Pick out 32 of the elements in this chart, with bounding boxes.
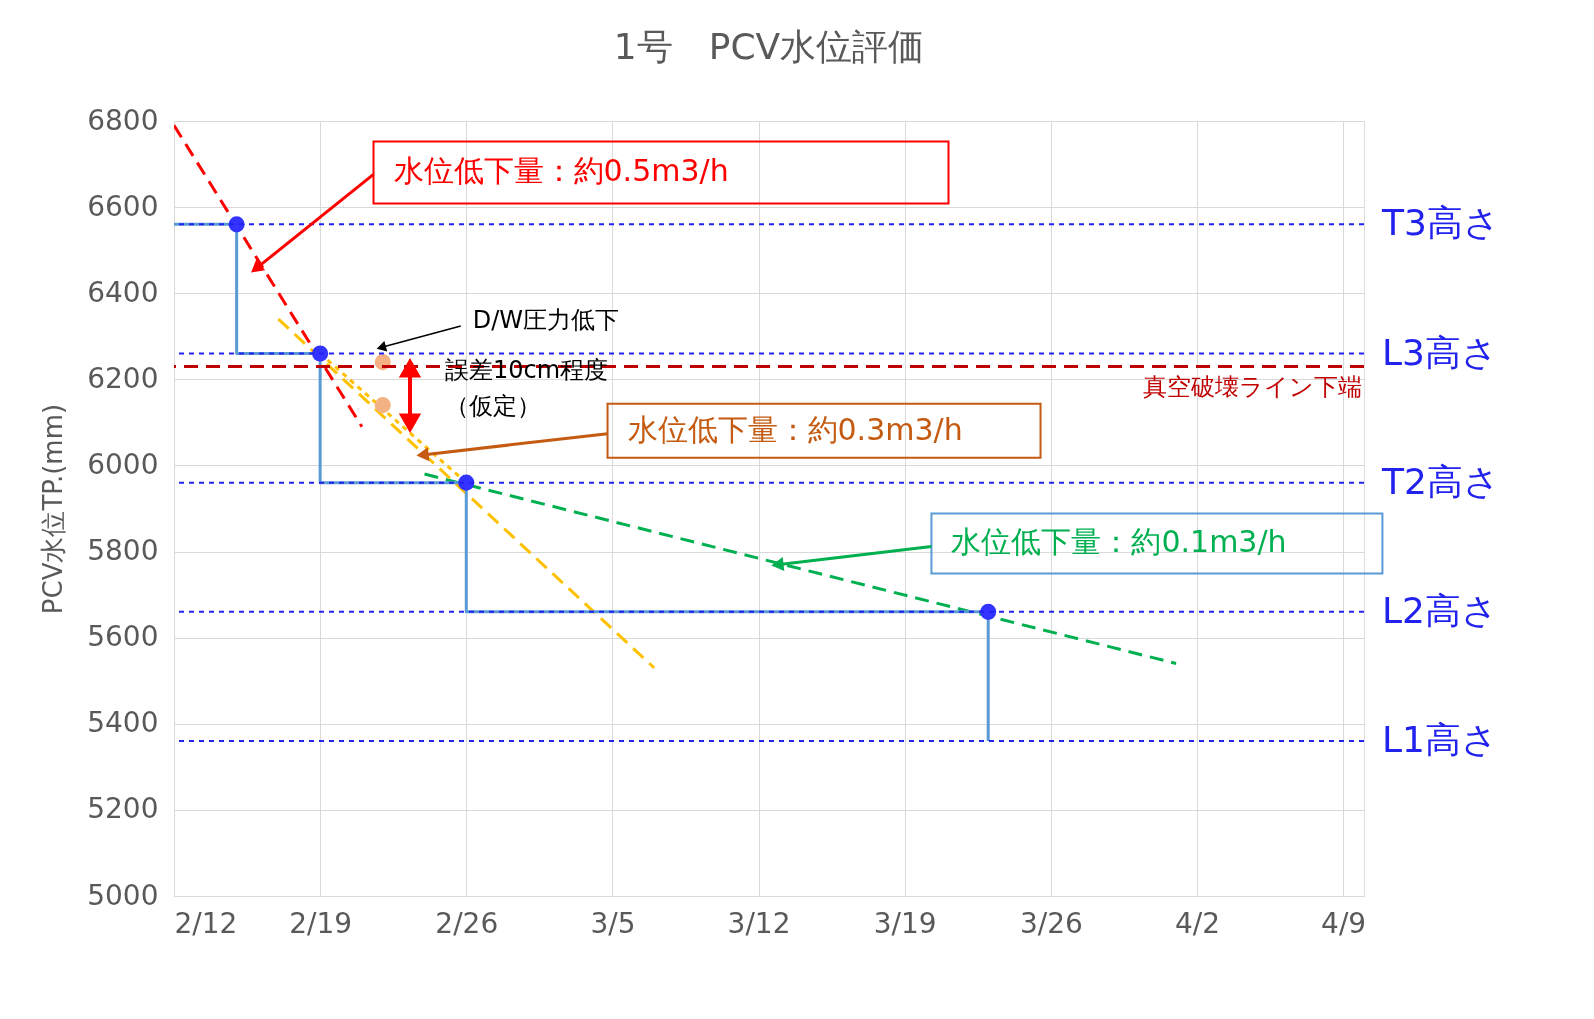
y-tick-label: 5000 bbox=[87, 878, 159, 912]
x-tick-label: 4/9 bbox=[1321, 906, 1367, 940]
y-tick-label: 5800 bbox=[87, 534, 159, 568]
ref-line-label: T3高さ bbox=[1381, 202, 1500, 244]
x-tick-label: 4/2 bbox=[1174, 906, 1221, 940]
annotation: （仮定） bbox=[445, 392, 541, 420]
annotation: 水位低下量：約0.5m3/h bbox=[393, 153, 729, 189]
y-tick-label: 5600 bbox=[87, 620, 159, 654]
ref-line-label: L1高さ bbox=[1382, 719, 1498, 760]
chart-title: 1号 PCV水位評価 bbox=[613, 26, 925, 67]
x-tick-label: 3/5 bbox=[590, 906, 636, 940]
y-tick-label: 6200 bbox=[87, 361, 159, 395]
y-tick-label: 5400 bbox=[87, 706, 159, 740]
y-tick-label: 6600 bbox=[87, 189, 159, 223]
y-tick-label: 6800 bbox=[87, 103, 159, 137]
x-tick-label: 3/19 bbox=[873, 906, 937, 940]
y-axis-title: PCV水位TP.(mm) bbox=[38, 403, 69, 615]
ref-line-label: 真空破壊ライン下端 bbox=[1143, 373, 1362, 402]
x-tick-label: 2/19 bbox=[289, 906, 353, 940]
y-tick-label: 6000 bbox=[87, 447, 159, 481]
annotation: 水位低下量：約0.3m3/h bbox=[627, 411, 963, 447]
ref-line-label: L2高さ bbox=[1382, 589, 1498, 631]
x-tick-label: 3/26 bbox=[1019, 906, 1083, 940]
x-tick-label: 3/12 bbox=[727, 906, 791, 940]
ref-line-label: T2高さ bbox=[1381, 460, 1500, 502]
x-tick-label: 2/12 bbox=[174, 906, 238, 940]
x-tick-label: 2/26 bbox=[435, 906, 499, 940]
y-tick-label: 5200 bbox=[87, 792, 159, 826]
annotation: D/W圧力低下 bbox=[472, 306, 620, 335]
y-tick-label: 6400 bbox=[87, 275, 159, 309]
ref-line-label: L3高さ bbox=[1382, 331, 1498, 373]
annotation: 水位低下量：約0.1m3/h bbox=[951, 524, 1287, 560]
